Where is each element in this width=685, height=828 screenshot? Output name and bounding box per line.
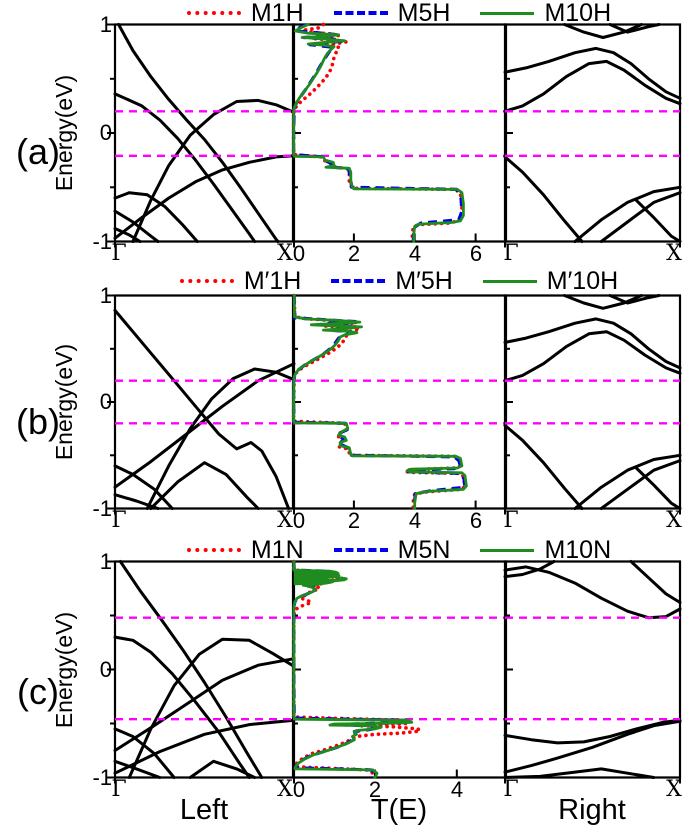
green-solid-line-icon: [480, 11, 535, 15]
x-tick-label: 0: [292, 777, 306, 802]
y-tick-label: 0: [99, 389, 112, 414]
transmission-spectrum-b: [291, 293, 508, 511]
transmission-spectrum-c: [291, 559, 508, 780]
caption-left-electrode: Left: [179, 794, 229, 826]
legend-row-c: M1N M5N M10N: [115, 537, 683, 563]
band-structure-right-electrode-b: [503, 294, 682, 515]
blue-dashed-line-icon: [333, 548, 388, 552]
x-tick-label: X: [277, 777, 293, 802]
legend-item: M10H: [480, 0, 611, 26]
panel-label-b: (b): [16, 401, 60, 442]
y-tick-label: -1: [92, 229, 112, 254]
band-structure-left-electrode-a: [107, 23, 296, 248]
x-tick-label: Γ: [503, 508, 519, 533]
band-structure-right-electrode-c: [503, 560, 682, 784]
legend-label: M′10H: [546, 267, 619, 295]
x-tick-label: 2: [347, 508, 361, 533]
blue-dashed-line-icon: [333, 11, 388, 15]
legend-label: M1N: [250, 536, 304, 564]
panel-label-c: (c): [17, 671, 59, 712]
panel-label-a: (a): [16, 131, 60, 172]
y-tick-label: 1: [99, 12, 112, 37]
transmission-spectrum-a: [291, 22, 508, 244]
y-tick-label: 1: [99, 283, 112, 308]
x-tick-label: 6: [469, 241, 483, 266]
legend-item: M5H: [333, 0, 451, 27]
band-structure-right-electrode-a: [503, 23, 682, 248]
legend-item: M10N: [480, 537, 611, 563]
x-tick-label: 6: [469, 508, 483, 533]
band-structure-left-electrode-c: [107, 560, 296, 784]
x-tick-label: X: [666, 777, 682, 802]
x-tick-label: X: [277, 241, 293, 266]
x-tick-label: Γ: [111, 777, 127, 802]
legend-item: M1N: [186, 536, 304, 564]
x-tick-label: 4: [450, 777, 464, 802]
green-solid-line-icon: [480, 548, 535, 552]
legend-item: M5N: [333, 536, 451, 564]
green-solid-line-icon: [482, 279, 537, 283]
legend-label: M1H: [250, 0, 304, 27]
legend-row-b: M′1H M′5H M′10H: [115, 268, 683, 294]
legend-label: M5H: [397, 0, 451, 27]
y-tick-label: 0: [99, 657, 112, 682]
x-tick-label: 2: [368, 777, 382, 802]
x-tick-label: Γ: [503, 241, 519, 266]
legend-label: M′5H: [395, 267, 453, 295]
legend-label: M10N: [544, 536, 612, 564]
x-tick-label: X: [277, 508, 293, 533]
y-tick-label: 0: [99, 120, 112, 145]
caption-right-electrode: Right: [558, 794, 626, 826]
blue-dashed-line-icon: [331, 279, 386, 283]
legend-item: M′1H: [179, 267, 302, 295]
x-tick-label: 0: [292, 241, 306, 266]
red-dotted-line-icon: [179, 279, 234, 283]
legend-row-a: M1H M5H M10H: [115, 0, 683, 26]
x-tick-label: X: [666, 241, 682, 266]
x-tick-label: Γ: [111, 241, 127, 266]
band-structure-left-electrode-b: [107, 294, 296, 515]
red-dotted-line-icon: [186, 11, 241, 15]
y-tick-label: -1: [92, 496, 112, 521]
y-tick-label: -1: [92, 765, 112, 790]
x-tick-label: 4: [408, 241, 422, 266]
legend-label: M′1H: [243, 267, 302, 295]
x-tick-label: Γ: [503, 777, 519, 802]
x-tick-label: 0: [292, 508, 306, 533]
x-tick-label: X: [666, 508, 682, 533]
y-tick-label: 1: [99, 549, 112, 574]
x-tick-label: 4: [408, 508, 422, 533]
legend-item: M′5H: [331, 267, 453, 295]
x-tick-label: 2: [347, 241, 361, 266]
legend-label: M5N: [397, 536, 451, 564]
legend-item: M1H: [186, 0, 304, 27]
caption-transmission: T(E): [370, 794, 428, 826]
red-dotted-line-icon: [186, 548, 241, 552]
legend-label: M10H: [544, 0, 612, 27]
legend-item: M′10H: [482, 267, 619, 295]
x-tick-label: Γ: [111, 508, 127, 533]
